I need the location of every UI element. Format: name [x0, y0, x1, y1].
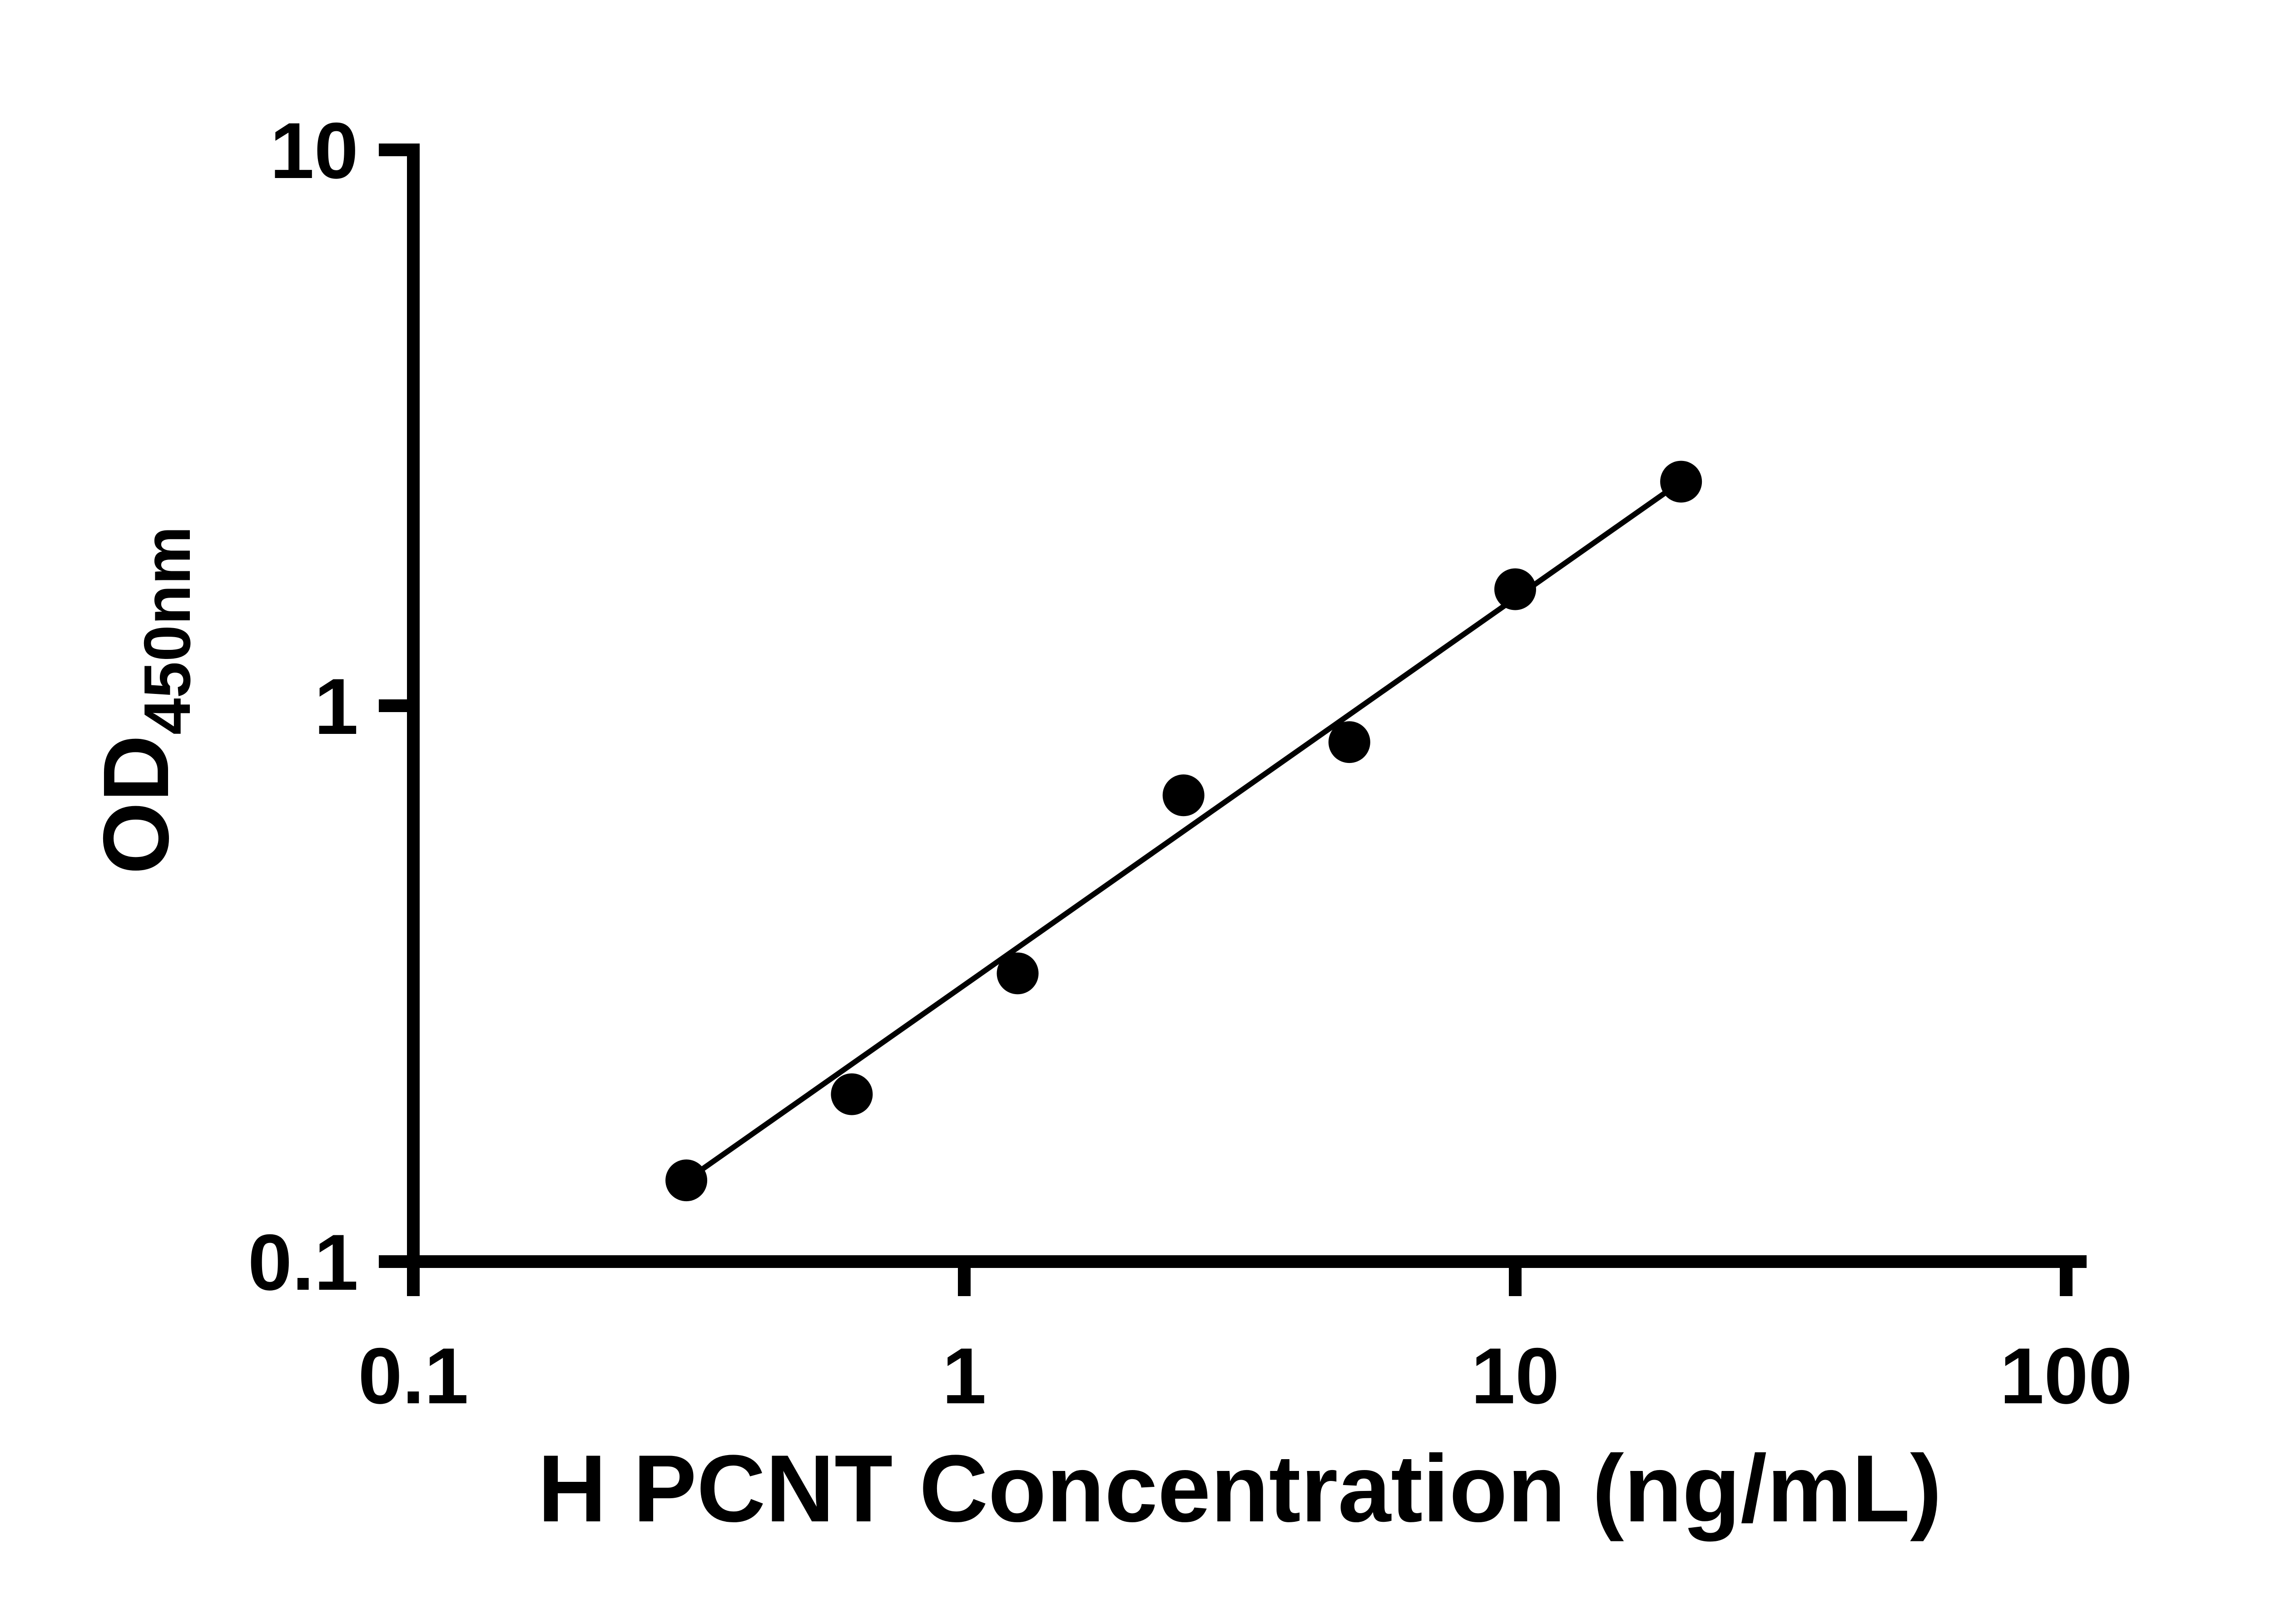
data-point [831, 1073, 873, 1115]
data-point [997, 952, 1039, 995]
x-axis-title: H PCNT Concentration (ng/mL) [538, 1435, 1942, 1542]
data-point [1660, 460, 1702, 503]
y-axis-title: OD450nm [84, 526, 204, 875]
y-axis-title-main: OD [84, 735, 188, 875]
y-tick-label: 10 [270, 107, 358, 195]
data-point [1494, 568, 1536, 610]
data-point [1328, 721, 1370, 763]
x-tick-label: 1 [942, 1332, 986, 1421]
x-tick-label: 10 [1471, 1332, 1560, 1421]
data-point [665, 1159, 708, 1202]
y-axis-title-subscript: 450nm [130, 526, 204, 735]
y-tick-label: 0.1 [248, 1218, 358, 1307]
data-point [1162, 774, 1205, 817]
x-tick-label: 100 [2000, 1332, 2132, 1421]
x-tick-label: 0.1 [358, 1332, 468, 1421]
y-tick-label: 1 [314, 663, 358, 751]
